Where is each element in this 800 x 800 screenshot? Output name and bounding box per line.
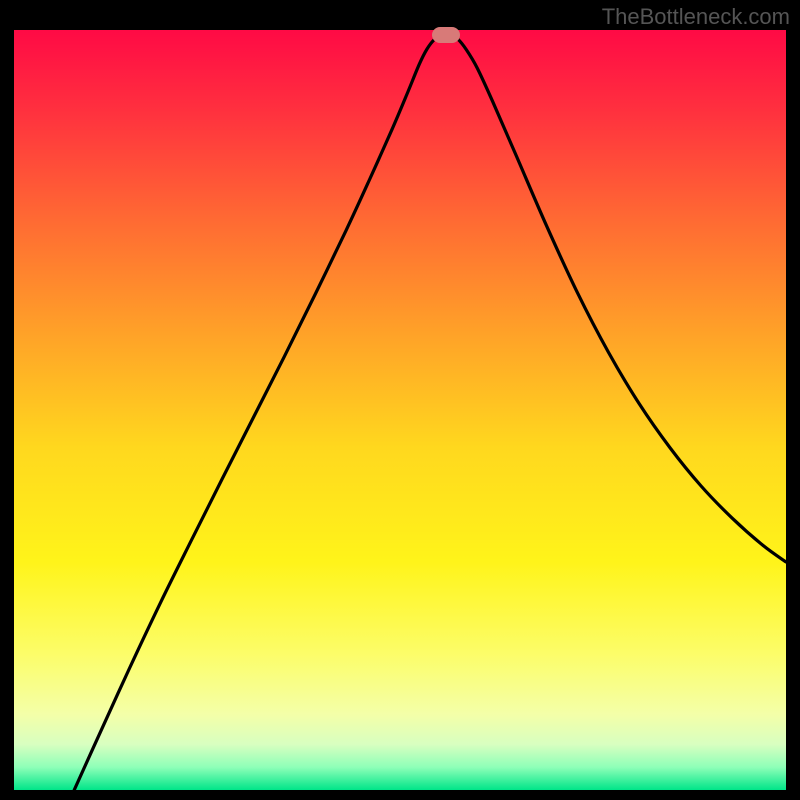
optimal-point-marker xyxy=(432,27,460,43)
attribution-text: TheBottleneck.com xyxy=(602,4,790,30)
chart-container: { "attribution": "TheBottleneck.com", "a… xyxy=(0,0,800,800)
background-gradient xyxy=(14,30,786,790)
plot-area xyxy=(14,30,786,790)
